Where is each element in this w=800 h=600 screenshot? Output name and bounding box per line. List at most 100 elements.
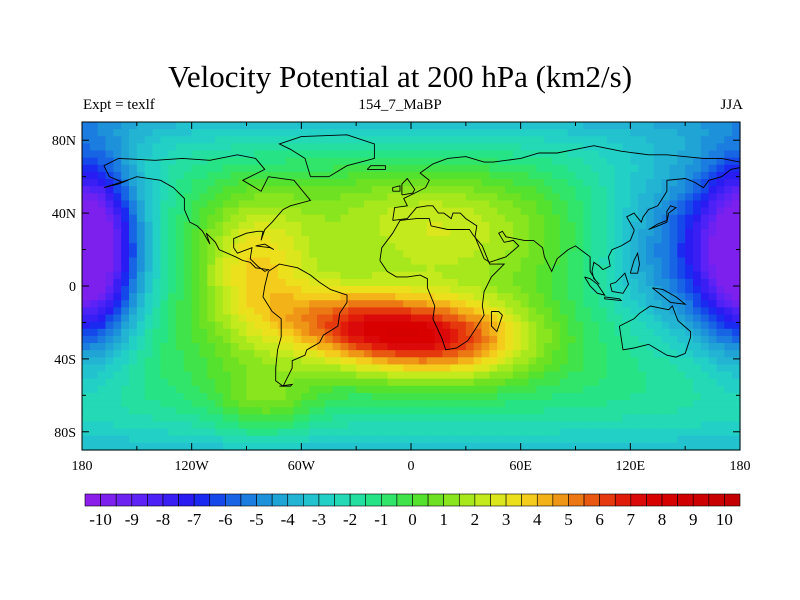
- field-cell: [183, 314, 193, 323]
- field-cell: [403, 171, 412, 180]
- field-cell: [379, 421, 389, 430]
- field-cell: [113, 442, 122, 451]
- field-cell: [544, 250, 553, 259]
- field-cell: [176, 243, 185, 251]
- field-cell: [497, 228, 506, 237]
- field-cell: [677, 307, 686, 316]
- field-cell: [199, 392, 208, 401]
- field-cell: [716, 143, 725, 152]
- field-cell: [285, 350, 295, 358]
- field-cell: [465, 271, 475, 280]
- field-cell: [144, 307, 154, 316]
- field-cell: [630, 414, 639, 423]
- field-cell: [191, 392, 201, 401]
- field-cell: [693, 378, 702, 387]
- field-cell: [246, 350, 255, 358]
- field-cell: [724, 264, 733, 273]
- field-cell: [113, 164, 122, 173]
- field-cell: [599, 186, 608, 194]
- field-cell: [285, 171, 295, 180]
- field-cell: [481, 264, 490, 273]
- field-cell: [544, 157, 553, 166]
- field-cell: [481, 300, 490, 308]
- field-cell: [89, 343, 99, 351]
- colorbar-box: [287, 493, 304, 507]
- field-cell: [434, 343, 443, 351]
- field-cell: [387, 307, 396, 316]
- field-cell: [183, 264, 193, 273]
- field-cell: [646, 122, 655, 130]
- field-cell: [277, 335, 287, 344]
- field-cell: [238, 385, 248, 394]
- field-cell: [661, 122, 671, 130]
- field-cell: [693, 407, 702, 415]
- field-cell: [285, 214, 295, 223]
- field-cell: [262, 286, 271, 294]
- field-cell: [97, 122, 107, 130]
- field-cell: [395, 271, 404, 280]
- field-cell: [567, 129, 577, 137]
- field-cell: [277, 221, 287, 230]
- field-cell: [411, 300, 420, 308]
- field-cell: [395, 364, 404, 373]
- field-cell: [97, 357, 107, 366]
- field-cell: [82, 143, 91, 152]
- field-cell: [207, 264, 216, 273]
- field-cell: [418, 143, 428, 152]
- field-cell: [646, 136, 655, 144]
- field-cell: [183, 343, 193, 351]
- field-cell: [113, 193, 122, 202]
- field-cell: [685, 278, 694, 287]
- field-cell: [497, 136, 506, 144]
- field-cell: [669, 314, 678, 323]
- field-cell: [183, 321, 193, 330]
- field-cell: [693, 143, 702, 152]
- field-cell: [183, 428, 193, 437]
- field-cell: [700, 193, 710, 202]
- field-cell: [669, 350, 678, 358]
- field-cell: [89, 214, 99, 223]
- field-cell: [473, 421, 483, 430]
- field-cell: [317, 371, 326, 380]
- field-cell: [528, 300, 537, 308]
- field-cell: [105, 171, 114, 180]
- field-cell: [583, 129, 592, 137]
- field-cell: [512, 286, 522, 294]
- field-cell: [364, 428, 373, 437]
- field-cell: [371, 214, 381, 223]
- field-cell: [583, 293, 592, 301]
- field-cell: [669, 236, 678, 244]
- field-cell: [129, 171, 138, 180]
- field-cell: [622, 350, 631, 358]
- field-cell: [371, 407, 381, 415]
- field-cell: [512, 314, 522, 323]
- field-cell: [262, 278, 271, 287]
- field-cell: [716, 385, 725, 394]
- field-cell: [371, 435, 381, 444]
- field-cell: [724, 186, 733, 194]
- field-cell: [105, 136, 114, 144]
- field-cell: [693, 243, 702, 251]
- field-cell: [653, 300, 663, 308]
- field-cell: [152, 150, 161, 159]
- field-cell: [583, 321, 592, 330]
- field-cell: [591, 264, 600, 273]
- field-cell: [575, 150, 584, 159]
- field-cell: [653, 378, 663, 387]
- field-cell: [176, 414, 185, 423]
- field-cell: [317, 129, 326, 137]
- field-cell: [301, 221, 310, 230]
- field-cell: [144, 264, 154, 273]
- field-cell: [105, 371, 114, 380]
- field-cell: [371, 400, 381, 408]
- colorbar-box: [193, 493, 211, 507]
- field-cell: [176, 214, 185, 223]
- field-cell: [183, 400, 193, 408]
- field-cell: [207, 228, 216, 237]
- colorbar-box: [474, 493, 491, 507]
- field-cell: [646, 286, 655, 294]
- field-cell: [215, 378, 224, 387]
- field-cell: [89, 171, 99, 180]
- field-cell: [614, 207, 624, 216]
- field-cell: [591, 442, 600, 451]
